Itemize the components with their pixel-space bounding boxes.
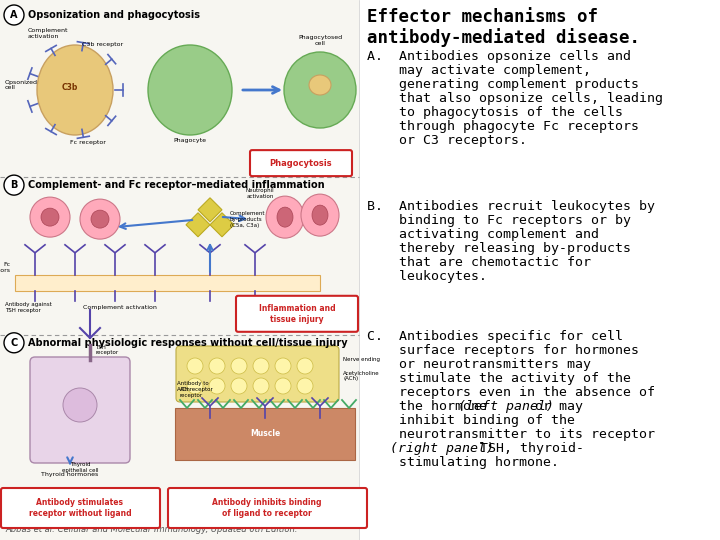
FancyBboxPatch shape — [250, 150, 352, 176]
Ellipse shape — [284, 52, 356, 128]
Text: Complement
by-products
(C5a, C3a): Complement by-products (C5a, C3a) — [230, 212, 266, 228]
Text: C3b receptor: C3b receptor — [82, 42, 123, 47]
Text: stimulate the activity of the: stimulate the activity of the — [367, 372, 631, 385]
Circle shape — [209, 358, 225, 374]
Circle shape — [187, 358, 203, 374]
Text: Neutrophil
activation: Neutrophil activation — [246, 188, 274, 199]
Text: C.  Antibodies specific for cell: C. Antibodies specific for cell — [367, 330, 623, 343]
Text: or neurotransmitters may: or neurotransmitters may — [367, 358, 591, 371]
Text: A: A — [10, 10, 18, 20]
Circle shape — [297, 358, 313, 374]
Circle shape — [4, 333, 24, 353]
Polygon shape — [186, 213, 210, 237]
Text: that also opsonize cells, leading: that also opsonize cells, leading — [367, 92, 663, 105]
Text: through phagocyte Fc receptors: through phagocyte Fc receptors — [367, 120, 639, 133]
Ellipse shape — [277, 207, 293, 227]
Text: that are chemotactic for: that are chemotactic for — [367, 256, 591, 269]
Text: activating complement and: activating complement and — [367, 228, 599, 241]
Text: Acetylcholine
(ACh): Acetylcholine (ACh) — [343, 370, 379, 381]
Text: Complement- and Fc receptor–mediated inflammation: Complement- and Fc receptor–mediated inf… — [28, 180, 325, 190]
Text: thereby releasing by-products: thereby releasing by-products — [367, 242, 631, 255]
Text: binding to Fc receptors or by: binding to Fc receptors or by — [367, 214, 631, 227]
FancyBboxPatch shape — [176, 346, 339, 402]
Text: Antibody inhibits binding
of ligand to receptor: Antibody inhibits binding of ligand to r… — [212, 498, 322, 518]
Text: receptors even in the absence of: receptors even in the absence of — [367, 386, 655, 399]
Text: antibody-mediated disease.: antibody-mediated disease. — [367, 28, 640, 47]
Ellipse shape — [91, 210, 109, 228]
Bar — [15, 275, 320, 291]
Circle shape — [275, 378, 291, 394]
Text: Inflammation and
tissue injury: Inflammation and tissue injury — [258, 304, 336, 323]
Text: Phagocyte: Phagocyte — [174, 138, 207, 143]
FancyBboxPatch shape — [1, 488, 160, 528]
Ellipse shape — [30, 197, 70, 237]
Text: to phagocytosis of the cells: to phagocytosis of the cells — [367, 106, 623, 119]
Circle shape — [4, 5, 24, 25]
Text: Abnormal physiologic responses without cell/tissue injury: Abnormal physiologic responses without c… — [28, 338, 348, 348]
Text: stimulating hormone.: stimulating hormone. — [367, 456, 559, 469]
Text: . TSH, thyroid-: . TSH, thyroid- — [464, 442, 584, 455]
Text: or C3 receptors.: or C3 receptors. — [367, 134, 527, 147]
Ellipse shape — [41, 208, 59, 226]
Text: Complement activation: Complement activation — [83, 305, 157, 310]
Text: Opsonization and phagocytosis: Opsonization and phagocytosis — [28, 10, 200, 20]
Text: or may: or may — [526, 400, 582, 413]
Ellipse shape — [148, 45, 232, 135]
FancyBboxPatch shape — [168, 488, 367, 528]
Text: A.  Antibodies opsonize cells and: A. Antibodies opsonize cells and — [367, 50, 631, 63]
Text: Opsonized
cell: Opsonized cell — [5, 79, 38, 90]
Text: Antibody against
TSH receptor: Antibody against TSH receptor — [5, 302, 52, 313]
Text: B.  Antibodies recruit leukocytes by: B. Antibodies recruit leukocytes by — [367, 200, 655, 213]
Text: Muscle: Muscle — [250, 429, 280, 438]
Text: may activate complement,: may activate complement, — [367, 64, 591, 77]
Ellipse shape — [37, 45, 113, 135]
Circle shape — [253, 378, 269, 394]
Circle shape — [231, 378, 247, 394]
Text: Antibody to
ACh receptor: Antibody to ACh receptor — [177, 381, 212, 392]
Text: Thyroid
epithelial cell: Thyroid epithelial cell — [62, 462, 98, 473]
Bar — [0, 0, 359, 540]
Text: (left panel): (left panel) — [458, 400, 554, 413]
FancyBboxPatch shape — [236, 296, 358, 332]
Text: Thyroid hormones: Thyroid hormones — [41, 472, 99, 477]
Polygon shape — [198, 198, 222, 222]
Text: Phagocytosis: Phagocytosis — [270, 159, 333, 167]
Text: Fc
receptors: Fc receptors — [0, 262, 10, 273]
Text: inhibit binding of the: inhibit binding of the — [367, 414, 575, 427]
Text: Complement
activation: Complement activation — [28, 28, 68, 39]
Text: Antibody stimulates
receptor without ligand: Antibody stimulates receptor without lig… — [29, 498, 131, 518]
Polygon shape — [210, 213, 234, 237]
Text: the hormone: the hormone — [367, 400, 495, 413]
FancyBboxPatch shape — [30, 357, 130, 463]
Ellipse shape — [312, 205, 328, 225]
Text: C3b: C3b — [62, 83, 78, 91]
Text: (right panel): (right panel) — [390, 442, 494, 455]
Text: leukocytes.: leukocytes. — [367, 270, 487, 283]
Text: Effector mechanisms of: Effector mechanisms of — [367, 8, 598, 26]
Ellipse shape — [309, 75, 331, 95]
Text: ACh
receptor: ACh receptor — [180, 387, 203, 398]
Text: generating complement products: generating complement products — [367, 78, 639, 91]
Circle shape — [209, 378, 225, 394]
Circle shape — [297, 378, 313, 394]
Circle shape — [253, 358, 269, 374]
Text: Nerve ending: Nerve ending — [343, 357, 380, 362]
Text: Phagocytosed
cell: Phagocytosed cell — [298, 35, 342, 46]
Circle shape — [187, 378, 203, 394]
Text: surface receptors for hormones: surface receptors for hormones — [367, 344, 639, 357]
Text: TSH
receptor: TSH receptor — [95, 345, 118, 355]
Ellipse shape — [80, 199, 120, 239]
Ellipse shape — [266, 196, 304, 238]
Text: neurotransmitter to its receptor: neurotransmitter to its receptor — [367, 428, 655, 441]
Circle shape — [4, 175, 24, 195]
Circle shape — [275, 358, 291, 374]
Text: C: C — [10, 338, 17, 348]
Text: Fc receptor: Fc receptor — [70, 140, 106, 145]
Circle shape — [231, 358, 247, 374]
Bar — [175, 408, 355, 460]
Text: B: B — [10, 180, 18, 190]
Ellipse shape — [301, 194, 339, 236]
Ellipse shape — [63, 388, 97, 422]
Text: Abbas et al: Cellular and Molecular Immunology, Updated 6th Edition.: Abbas et al: Cellular and Molecular Immu… — [5, 525, 297, 534]
